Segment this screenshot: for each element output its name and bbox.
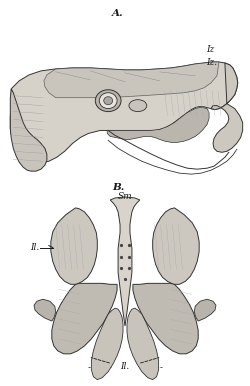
Ellipse shape [129, 100, 147, 112]
Polygon shape [34, 299, 56, 321]
Ellipse shape [95, 90, 121, 112]
Polygon shape [127, 308, 158, 380]
Polygon shape [92, 308, 123, 380]
Polygon shape [107, 108, 209, 142]
Text: A.: A. [112, 9, 124, 18]
Polygon shape [153, 208, 199, 284]
Text: Sm: Sm [118, 192, 132, 201]
Polygon shape [44, 62, 219, 98]
Text: Il.: Il. [120, 362, 130, 371]
Ellipse shape [99, 93, 117, 108]
Polygon shape [52, 283, 117, 354]
Text: B.: B. [112, 183, 124, 192]
Text: Il.: Il. [30, 243, 39, 252]
Polygon shape [110, 197, 140, 326]
Polygon shape [194, 299, 216, 321]
Text: Iz: Iz [206, 44, 214, 54]
Ellipse shape [104, 97, 113, 105]
Polygon shape [211, 63, 243, 152]
Polygon shape [10, 89, 47, 171]
Text: Iz.: Iz. [206, 58, 217, 68]
Polygon shape [10, 62, 238, 163]
Polygon shape [133, 283, 198, 354]
Polygon shape [51, 208, 97, 284]
